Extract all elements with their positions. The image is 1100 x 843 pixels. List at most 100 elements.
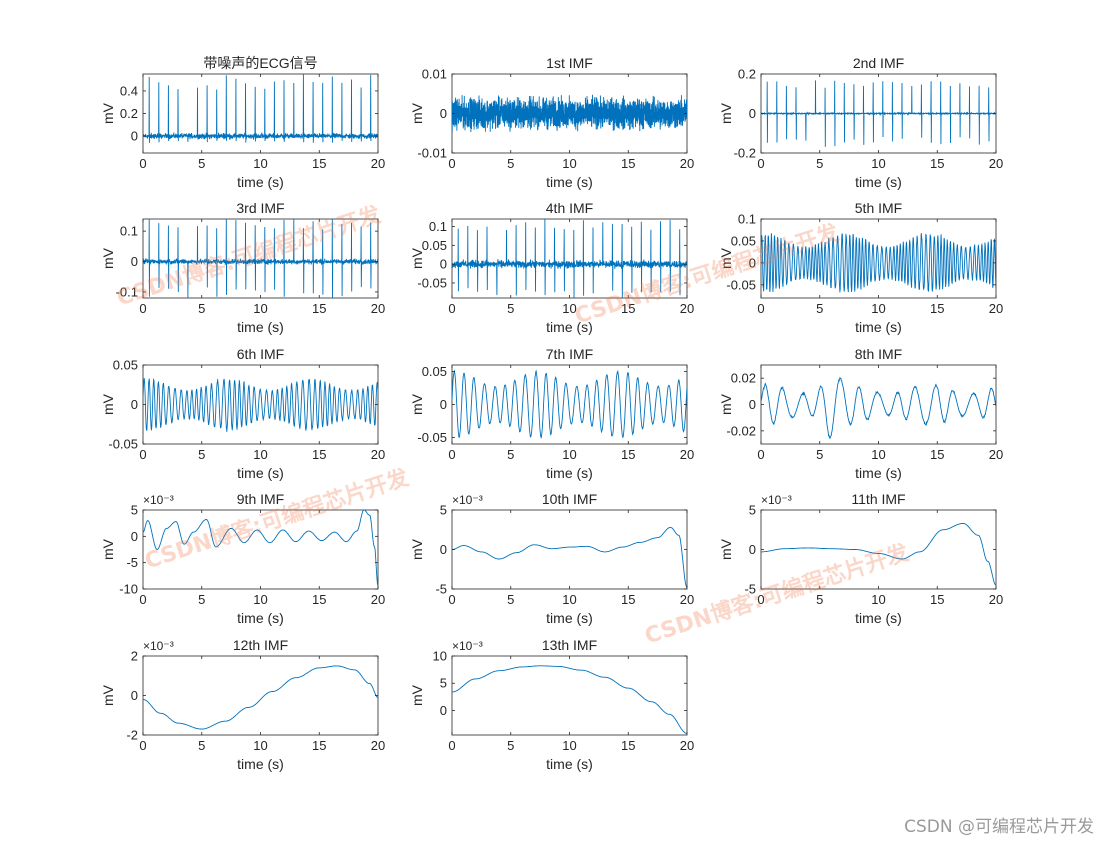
x-tick-label: 20 xyxy=(371,592,385,607)
y-axis-label: mV xyxy=(100,102,116,124)
x-axis-label: time (s) xyxy=(855,319,902,335)
x-tick-label: 10 xyxy=(253,156,267,171)
x-tick-label: 15 xyxy=(312,592,326,607)
y-tick-label: 0.02 xyxy=(731,371,756,386)
x-tick-label: 5 xyxy=(198,738,205,753)
y-tick-label: 0 xyxy=(440,703,447,718)
series-line xyxy=(761,232,996,293)
x-tick-label: 5 xyxy=(198,156,205,171)
x-tick-label: 5 xyxy=(198,447,205,462)
y-tick-label: 0 xyxy=(131,688,138,703)
x-tick-label: 20 xyxy=(989,447,1003,462)
subplot-title: 12th IMF xyxy=(233,637,288,653)
x-tick-label: 15 xyxy=(621,156,635,171)
axes-box xyxy=(451,218,688,299)
x-tick-label: 10 xyxy=(562,738,576,753)
subplot-title: 5th IMF xyxy=(855,200,902,216)
subplot-title: 7th IMF xyxy=(546,346,593,362)
y-tick-label: 0.1 xyxy=(120,224,138,239)
y-tick-label: -0.05 xyxy=(417,430,447,445)
series-line xyxy=(143,377,378,432)
x-tick-label: 10 xyxy=(871,592,885,607)
y-tick-label: 0 xyxy=(440,542,447,557)
y-axis-label: mV xyxy=(718,393,734,415)
y-tick-label: 0.05 xyxy=(731,233,756,248)
axes-box xyxy=(760,509,997,590)
y-tick-label: 0 xyxy=(131,397,138,412)
y-tick-label: 5 xyxy=(749,503,756,518)
y-tick-label: 0 xyxy=(749,397,756,412)
x-axis-label: time (s) xyxy=(855,610,902,626)
x-tick-label: 0 xyxy=(757,592,764,607)
y-axis-label: mV xyxy=(718,102,734,124)
x-tick-label: 15 xyxy=(621,301,635,316)
axes-box xyxy=(142,73,379,154)
subplot-title: 3rd IMF xyxy=(236,200,284,216)
x-tick-label: 10 xyxy=(253,592,267,607)
y-tick-label: 0.1 xyxy=(429,219,447,234)
x-axis-label: time (s) xyxy=(546,319,593,335)
y-tick-label: 0.01 xyxy=(422,67,447,82)
axis-exponent-label: ×10⁻³ xyxy=(143,639,174,653)
x-tick-label: 10 xyxy=(871,156,885,171)
x-tick-label: 15 xyxy=(930,592,944,607)
x-tick-label: 20 xyxy=(371,447,385,462)
y-tick-label: -5 xyxy=(435,582,447,597)
x-axis-label: time (s) xyxy=(855,174,902,190)
y-axis-label: mV xyxy=(409,393,425,415)
series-line xyxy=(452,219,687,298)
subplot-title: 13th IMF xyxy=(542,637,597,653)
y-tick-label: 0 xyxy=(440,397,447,412)
series-line xyxy=(761,376,996,440)
x-axis-label: time (s) xyxy=(237,174,284,190)
x-tick-label: 15 xyxy=(312,738,326,753)
subplot: 0 5 10 15 20 0 5 10 13th IMF time (s) mV ×10⁻³ xyxy=(409,637,694,772)
y-tick-label: 0.2 xyxy=(738,67,756,82)
x-tick-label: 5 xyxy=(816,301,823,316)
x-tick-label: 0 xyxy=(139,738,146,753)
x-tick-label: 15 xyxy=(312,301,326,316)
axis-exponent-label: ×10⁻³ xyxy=(143,493,174,507)
y-tick-label: -2 xyxy=(126,728,138,743)
y-tick-label: -5 xyxy=(126,555,138,570)
x-tick-label: 5 xyxy=(507,738,514,753)
x-tick-label: 5 xyxy=(507,447,514,462)
x-tick-label: 15 xyxy=(312,447,326,462)
y-axis-label: mV xyxy=(409,538,425,560)
series-line xyxy=(452,369,687,439)
y-tick-label: 0 xyxy=(749,255,756,270)
x-tick-label: 20 xyxy=(680,592,694,607)
x-tick-label: 20 xyxy=(680,447,694,462)
x-tick-label: 20 xyxy=(989,592,1003,607)
y-axis-label: mV xyxy=(100,538,116,560)
y-tick-label: -0.2 xyxy=(734,146,756,161)
axes-box xyxy=(142,655,379,736)
x-tick-label: 10 xyxy=(562,301,576,316)
x-axis-label: time (s) xyxy=(546,756,593,772)
y-tick-label: 0.05 xyxy=(422,364,447,379)
subplot: 0 5 10 15 20 0 0.2 0.4 带噪声的ECG信号 time (s) mV xyxy=(100,55,385,190)
x-tick-label: 20 xyxy=(989,301,1003,316)
y-axis-label: mV xyxy=(100,684,116,706)
y-tick-label: 0 xyxy=(440,106,447,121)
x-tick-label: 10 xyxy=(871,301,885,316)
y-axis-label: mV xyxy=(100,393,116,415)
x-tick-label: 10 xyxy=(562,156,576,171)
y-tick-label: 5 xyxy=(440,676,447,691)
y-tick-label: 0.2 xyxy=(120,106,138,121)
x-tick-label: 0 xyxy=(448,447,455,462)
axes-box xyxy=(142,364,379,445)
x-axis-label: time (s) xyxy=(237,756,284,772)
x-tick-label: 5 xyxy=(198,301,205,316)
y-tick-label: 2 xyxy=(131,649,138,664)
x-tick-label: 15 xyxy=(930,447,944,462)
x-tick-label: 15 xyxy=(621,592,635,607)
axis-exponent-label: ×10⁻³ xyxy=(761,493,792,507)
x-tick-label: 0 xyxy=(139,447,146,462)
subplot-title: 11th IMF xyxy=(851,491,905,507)
y-tick-label: 0.4 xyxy=(120,83,138,98)
